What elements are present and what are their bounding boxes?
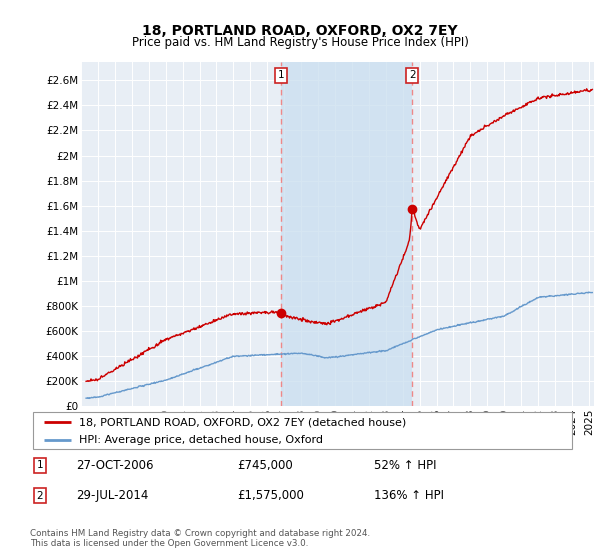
Text: 18, PORTLAND ROAD, OXFORD, OX2 7EY: 18, PORTLAND ROAD, OXFORD, OX2 7EY (142, 25, 458, 38)
FancyBboxPatch shape (33, 412, 572, 449)
Text: 2: 2 (409, 70, 416, 80)
Text: Contains HM Land Registry data © Crown copyright and database right 2024.
This d: Contains HM Land Registry data © Crown c… (30, 529, 370, 548)
Text: £745,000: £745,000 (238, 459, 293, 472)
Text: Price paid vs. HM Land Registry's House Price Index (HPI): Price paid vs. HM Land Registry's House … (131, 36, 469, 49)
Text: 1: 1 (37, 460, 43, 470)
Text: 136% ↑ HPI: 136% ↑ HPI (374, 489, 444, 502)
Bar (281, 62, 412, 406)
Text: 27-OCT-2006: 27-OCT-2006 (76, 459, 154, 472)
Text: HPI: Average price, detached house, Oxford: HPI: Average price, detached house, Oxfo… (79, 435, 323, 445)
Text: 1: 1 (278, 70, 284, 80)
Text: 18, PORTLAND ROAD, OXFORD, OX2 7EY (detached house): 18, PORTLAND ROAD, OXFORD, OX2 7EY (deta… (79, 417, 406, 427)
Text: 2: 2 (37, 491, 43, 501)
Text: 29-JUL-2014: 29-JUL-2014 (76, 489, 149, 502)
Text: £1,575,000: £1,575,000 (238, 489, 304, 502)
Text: 52% ↑ HPI: 52% ↑ HPI (374, 459, 436, 472)
